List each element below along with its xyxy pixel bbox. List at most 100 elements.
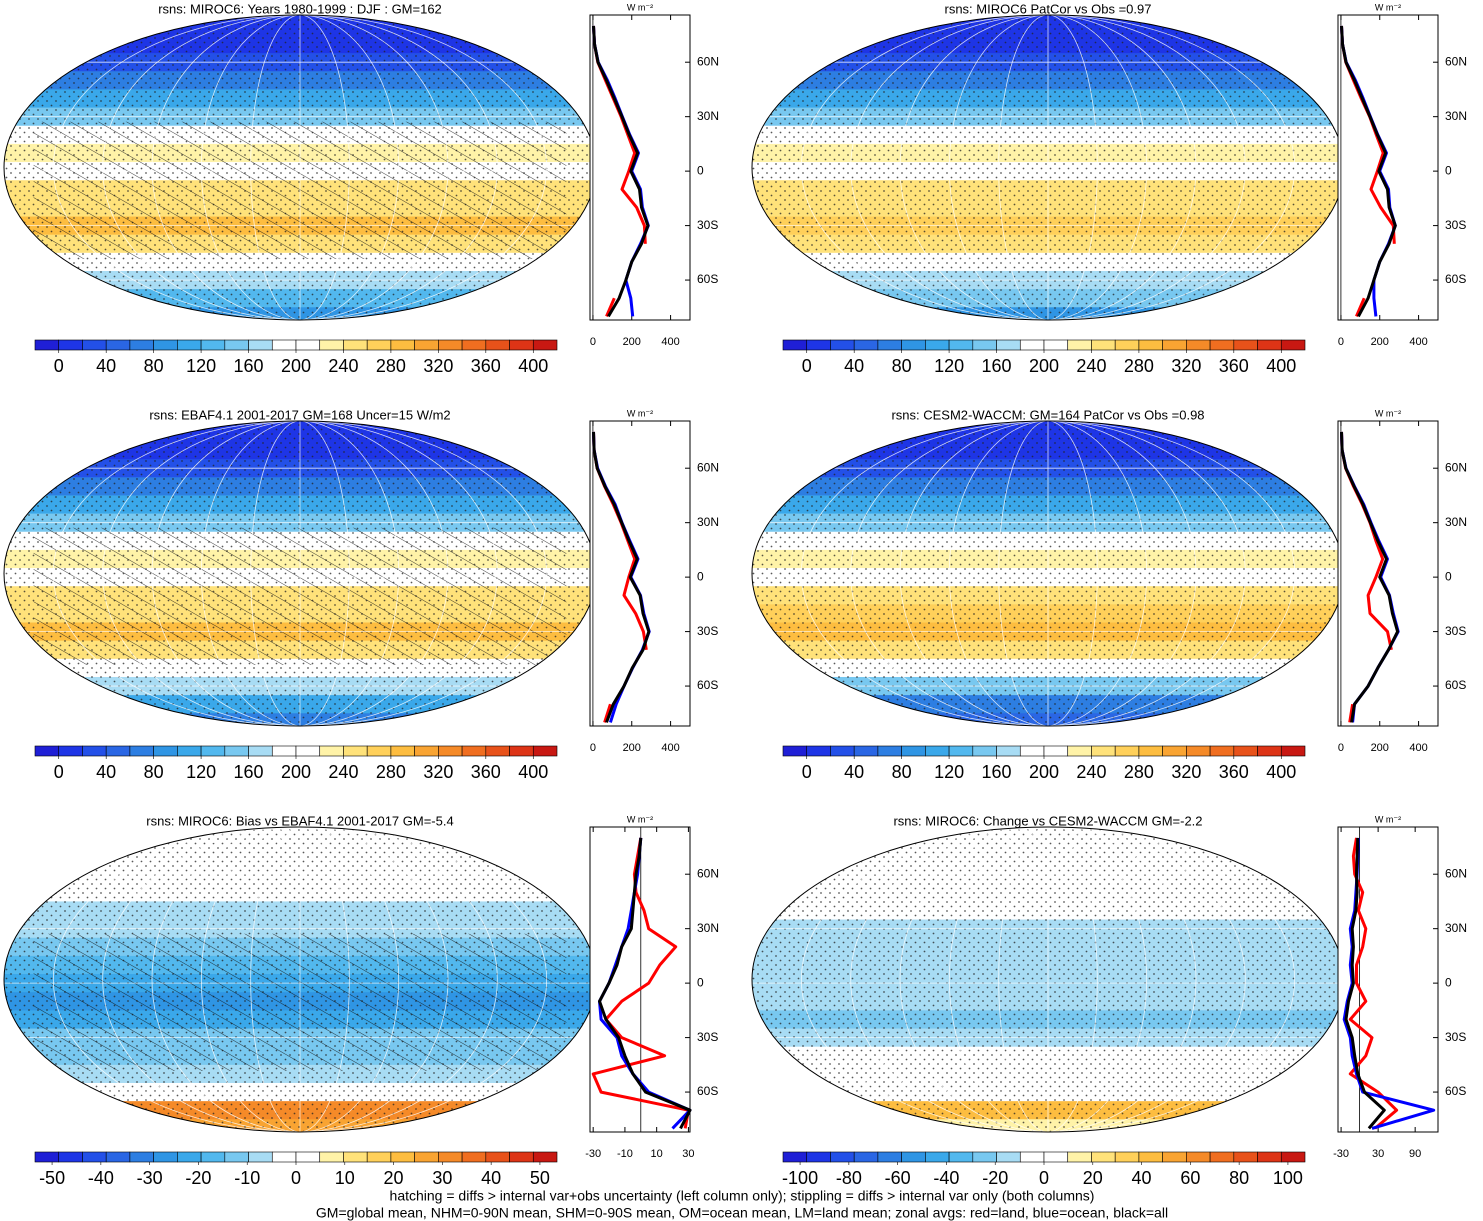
meridian <box>250 15 350 320</box>
y-tick-label: 30S <box>1445 1030 1466 1044</box>
colorbar-box <box>806 339 831 351</box>
colorbar-label: 200 <box>1029 356 1059 376</box>
meridian <box>52 827 548 1132</box>
meridian <box>899 827 1197 1132</box>
colorbar-box <box>295 339 321 351</box>
colorbar-label: -20 <box>185 1168 211 1188</box>
meridian <box>200 421 400 726</box>
colorbar-box <box>901 1151 926 1163</box>
y-tick-label: 60N <box>1445 54 1467 68</box>
colorbar-box <box>948 745 974 757</box>
x-tick-label: 200 <box>623 742 641 754</box>
colorbar-label: 360 <box>471 356 501 376</box>
zonal-mean-line <box>1340 25 1397 318</box>
colorbar-box <box>782 745 808 757</box>
colorbar-label: 10 <box>335 1168 355 1188</box>
meridian <box>899 15 1197 320</box>
colorbar-box <box>153 1151 178 1163</box>
colorbar-box <box>996 1151 1021 1163</box>
colorbar-box <box>509 1151 534 1163</box>
colorbar-box <box>224 339 249 351</box>
colorbar-label: 100 <box>1273 1168 1303 1188</box>
colorbar-box <box>485 1151 510 1163</box>
colorbar-box <box>509 339 534 351</box>
colorbar-box <box>200 745 226 757</box>
colorbar-label: 0 <box>802 356 812 376</box>
colorbar-box <box>34 745 60 757</box>
colorbar-box <box>129 745 154 757</box>
colorbar-box <box>1067 745 1092 757</box>
x-tick-label: 10 <box>651 1148 663 1160</box>
colorbar-box <box>319 1151 344 1163</box>
colorbar-label: 280 <box>376 762 406 782</box>
colorbar-label: 40 <box>481 1168 501 1188</box>
colorbar-box <box>1280 1151 1306 1163</box>
colorbar-label: -100 <box>782 1168 818 1188</box>
colorbar-box <box>1209 339 1235 351</box>
colorbar-box <box>1233 745 1258 757</box>
colorbar-label: 400 <box>1266 762 1296 782</box>
colorbar-label: 60 <box>1180 1168 1200 1188</box>
meridian <box>151 827 449 1132</box>
colorbar-box <box>925 1151 950 1163</box>
colorbar-box <box>1280 745 1306 757</box>
x-tick-label: 0 <box>590 742 596 754</box>
x-tick-label: 0 <box>1338 336 1344 348</box>
colorbar-label: 360 <box>471 762 501 782</box>
colorbar-box <box>414 339 439 351</box>
colorbar-box <box>105 745 131 757</box>
panel-title: rsns: MIROC6 PatCor vs Obs =0.97 <box>945 1 1152 16</box>
colorbar-box <box>390 1151 415 1163</box>
colorbar-box <box>509 745 534 757</box>
colorbar-box <box>1233 1151 1258 1163</box>
colorbar-label: 320 <box>1171 762 1201 782</box>
colorbar-box <box>271 1151 297 1163</box>
y-tick-label: 30S <box>1445 624 1466 638</box>
zonal-mean-line <box>598 837 692 1130</box>
meridian <box>948 15 1148 320</box>
colorbar-box <box>1019 339 1045 351</box>
x-tick-label: 200 <box>1371 742 1389 754</box>
colorbar-label: 320 <box>423 356 453 376</box>
colorbar-box <box>1186 745 1211 757</box>
colorbar-label: 40 <box>1132 1168 1152 1188</box>
colorbar-box <box>105 1151 131 1163</box>
colorbar-box <box>485 339 510 351</box>
colorbar-box <box>461 339 487 351</box>
colorbar-box <box>1114 1151 1140 1163</box>
colorbar-box <box>996 745 1021 757</box>
x-tick-label: 400 <box>661 336 679 348</box>
colorbar-box <box>877 339 902 351</box>
colorbar-label: 0 <box>802 762 812 782</box>
colorbar-box <box>248 745 273 757</box>
colorbar-label: -30 <box>137 1168 163 1188</box>
profile-unit: W m⁻² <box>1375 408 1401 418</box>
colorbar-box <box>806 745 831 757</box>
colorbar-box <box>806 1151 831 1163</box>
y-tick-label: 60S <box>1445 272 1466 286</box>
colorbar-label: 400 <box>518 356 548 376</box>
colorbar-box <box>925 339 950 351</box>
colorbar-label: 40 <box>844 356 864 376</box>
colorbar-box <box>271 745 297 757</box>
meridian <box>998 15 1098 320</box>
colorbar-box <box>1067 1151 1092 1163</box>
map <box>4 421 596 726</box>
x-tick-label: -30 <box>1333 1148 1349 1160</box>
meridian <box>102 827 498 1132</box>
profile-frame <box>589 14 691 321</box>
colorbar-box <box>1233 339 1258 351</box>
meridian <box>850 421 1246 726</box>
colorbar-box <box>1043 339 1069 351</box>
meridian <box>800 421 1296 726</box>
colorbar-box <box>248 339 273 351</box>
colorbar-label: -50 <box>39 1168 65 1188</box>
colorbar-box <box>782 1151 808 1163</box>
colorbar-box <box>948 339 974 351</box>
panel-title: rsns: MIROC6: Years 1980-1999 : DJF : GM… <box>158 1 442 16</box>
colorbar-box <box>972 1151 997 1163</box>
meridian <box>250 827 350 1132</box>
meridian <box>998 827 1098 1132</box>
colorbar-box <box>224 745 249 757</box>
colorbar-box <box>1257 1151 1282 1163</box>
